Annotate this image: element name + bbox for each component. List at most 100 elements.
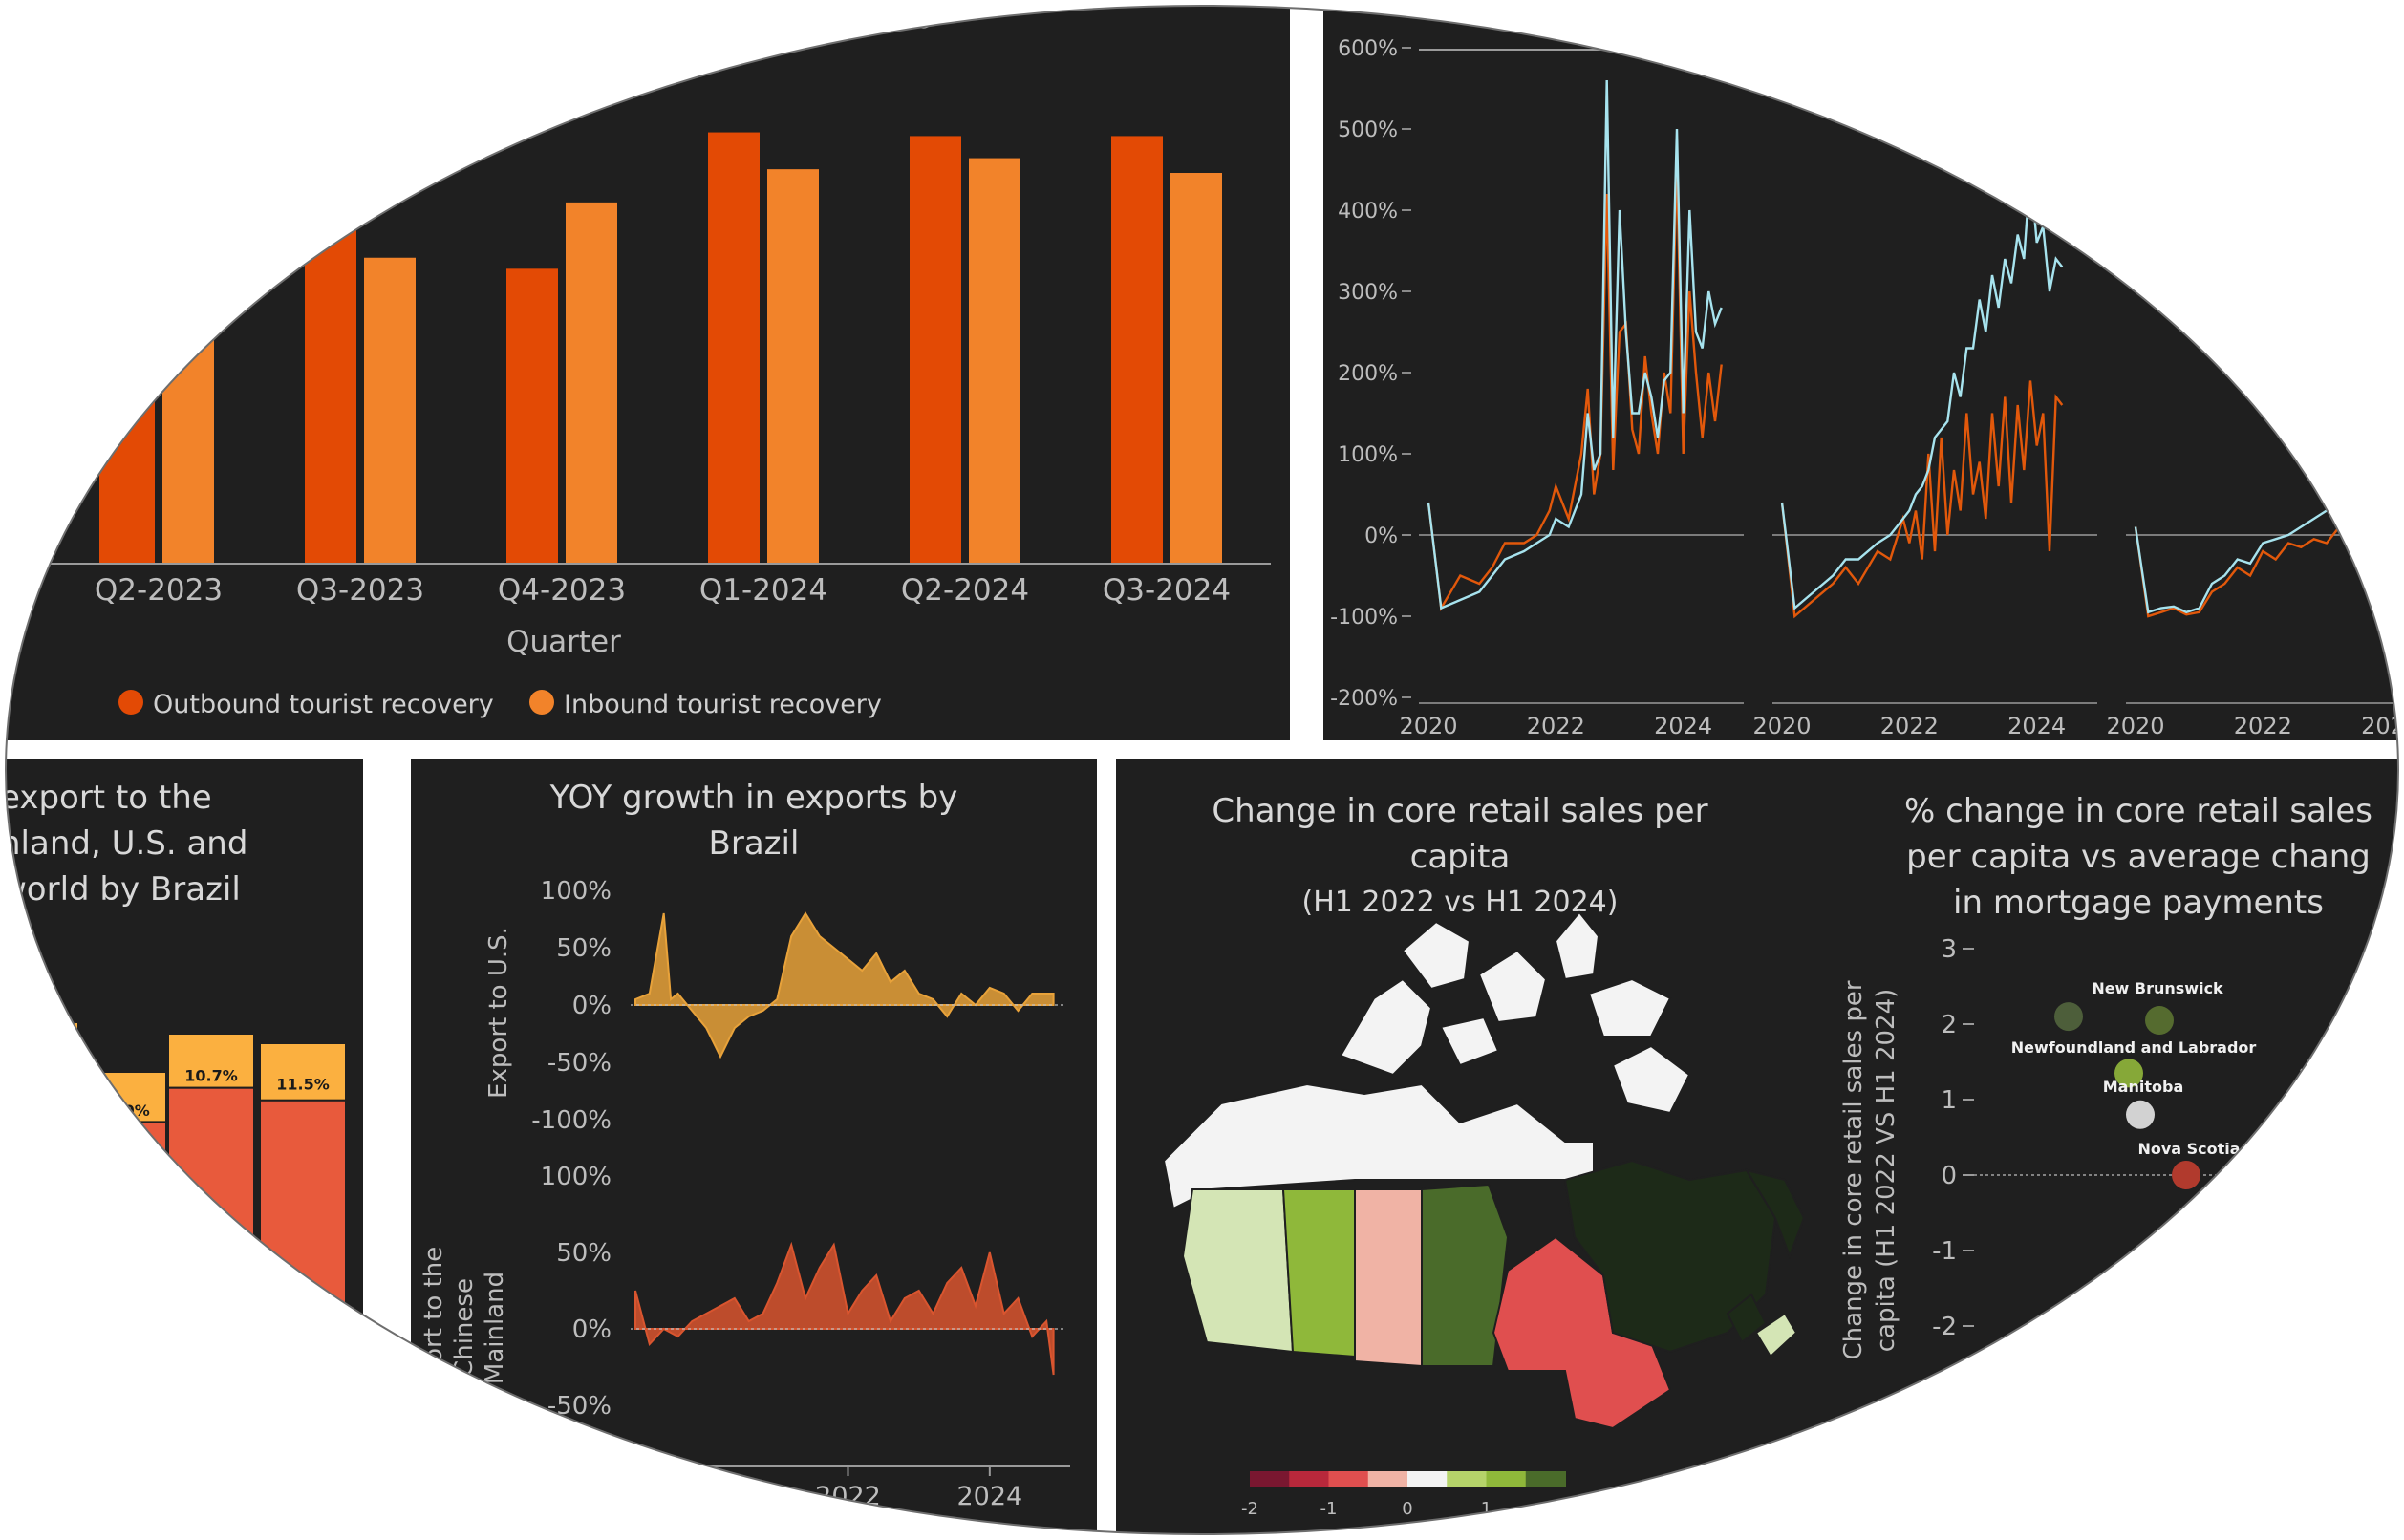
scatter-chart: 3 2 1 0 -1 -2 -3 20 New Brunswick Newfoundland an… [1839, 935, 2404, 1465]
scatter-point [2126, 1100, 2155, 1129]
region-saskatchewan [1354, 1188, 1423, 1368]
x-axis-title: Quarter [506, 625, 621, 659]
stacked-segment [0, 1021, 79, 1230]
y-tick-label: 300% [1338, 281, 1398, 305]
colorbar-segment [1367, 1471, 1408, 1487]
y-axis-title-china: Export to theChineseMainland [419, 1247, 509, 1409]
colorbar-segment [1486, 1471, 1527, 1487]
arctic-island-region [1401, 920, 1471, 991]
stacked-segment [167, 1086, 255, 1540]
region-british-columbia [1181, 1188, 1295, 1354]
line-series-orange [1780, 380, 2064, 619]
remittance-panel: 600% 500% 400% 300% 200% 100% 0% -100% -200% Qata… [1323, 0, 2404, 740]
colorbar-segment [1407, 1471, 1449, 1487]
bar-inbound-Q2-2023 [162, 302, 214, 564]
y-tick-label: -1 [1932, 1237, 1957, 1266]
y-tick-label: -2 [1932, 1313, 1957, 1341]
colorbar-tick-label: 0 [1402, 1499, 1412, 1519]
y-tick-label: -200% [1330, 687, 1398, 711]
y-tick-label: 500% [1338, 118, 1398, 142]
scatter-point-label: Newfoundland and Labrador [2011, 1038, 2257, 1057]
y-axis-title-us: Export to U.S. [484, 927, 513, 1099]
stacked-data-label: 28.4% [276, 1314, 330, 1332]
y-tick-label: 100% [541, 877, 612, 906]
bar-inbound-Q2-2024 [969, 158, 1020, 565]
x-tick-label: 2024 [2007, 713, 2066, 739]
arctic-island-region [1477, 949, 1548, 1024]
x-tick-label: 2020 [1399, 713, 1457, 739]
bar-outbound-Q4-2023 [506, 268, 558, 564]
y-tick-label: -50% [547, 1049, 612, 1078]
y-tick-label: 1 [1941, 1086, 1957, 1115]
stacked-data-label: 11.5% [276, 1076, 330, 1094]
y-axis-title-line: Mainland [481, 1272, 509, 1384]
y-tick-label: -100% [531, 1106, 612, 1135]
stacked-data-label: 10.7% [184, 1066, 238, 1084]
stacked-panel: export to the nland, U.S. and world by B… [0, 759, 363, 1540]
legend-inbound-label: Inbound tourist recovery [564, 690, 882, 719]
y-tick-label: 400% [1338, 200, 1398, 224]
arctic-island-region [1611, 1044, 1691, 1115]
china-area [634, 1241, 1055, 1376]
region-alberta [1281, 1188, 1356, 1358]
y-tick-label: -100% [1330, 606, 1398, 630]
x-tick-label: 2024 [1654, 713, 1712, 739]
arctic-island-region [1587, 977, 1672, 1037]
x-tick-label: 20 [2019, 1438, 2049, 1465]
stacked-segment [0, 1228, 79, 1540]
colorbar-segment [1328, 1471, 1369, 1487]
x-tick-label: Q3-2023 [296, 573, 424, 608]
x-tick-label: 2024 [956, 1482, 1022, 1511]
y-tick-label: 200% [1338, 362, 1398, 386]
line-series-cyan [2134, 489, 2366, 614]
colorbar-tick-label: 2 [1559, 1499, 1570, 1519]
y-tick-label: 50% [556, 1239, 612, 1268]
x-tick-label: 2020 [674, 1482, 740, 1511]
colorbar-tick-label: -1 [1320, 1499, 1338, 1519]
line-series-orange [2134, 524, 2366, 618]
bar-outbound-Q2-2024 [910, 136, 961, 564]
arctic-island-region [1339, 977, 1433, 1077]
y-axis-title-line: Export to the [419, 1247, 448, 1409]
scatter-point-label: Manitoba [2103, 1078, 2183, 1096]
stacked-segment [79, 1121, 167, 1540]
y-tick-label: 0% [572, 1315, 612, 1344]
y-axis-title: Change in core retail sales per capita (H… [1839, 980, 1900, 1359]
x-tick-label: 2020 [2106, 713, 2164, 739]
line-series-cyan [1427, 79, 1723, 610]
legend-outbound-swatch [118, 690, 143, 715]
x-tick-label: Q2-2023 [95, 573, 223, 608]
x-tick-label: Q2-2024 [901, 573, 1029, 608]
y-tick-label: 0 [1941, 1162, 1957, 1190]
y-tick-label: -3 [1932, 1388, 1957, 1417]
colorbar-segment [1447, 1471, 1488, 1487]
bar-outbound-Q3-2024 [1111, 136, 1163, 564]
bar-outbound-Q1-2024 [708, 132, 760, 564]
bar-outbound-Q1-2023 [99, 304, 153, 564]
facet-label: Qatar [1552, 16, 1612, 40]
y-tick-label: 0% [572, 992, 612, 1020]
bar-inbound-Q3-2024 [1170, 173, 1222, 564]
colorbar-segment [1525, 1471, 1566, 1487]
source-note: SOURCE: HAVER, MASTERCARD ECONOMICS INST… [586, 1522, 982, 1539]
scatter-point-label: Nova Scotia [2137, 1140, 2240, 1158]
y-tick-label: 100% [541, 1163, 612, 1191]
scatter-point [2145, 1006, 2174, 1036]
stacked-data-label: % [214, 1309, 229, 1327]
x-tick-label: 2022 [1527, 713, 1585, 739]
canada-map: -2 -1 0 1 2 [1162, 910, 1804, 1519]
x-tick-label: 2024 [2361, 713, 2404, 739]
y-tick-label: 0% [1364, 524, 1398, 548]
us-area [634, 911, 1055, 1059]
remittance-line-chart: 600% 500% 400% 300% 200% 100% 0% -100% -200% Qata… [1330, 16, 2404, 739]
scatter-point [2054, 1002, 2083, 1032]
y-axis-title-line: capita (H1 2022 VS H1 2024) [1872, 989, 1900, 1353]
bar-inbound-Q1-2024 [767, 169, 819, 564]
tourist-bar-chart: 3Q2-2023Q3-2023Q4-2023Q1-2024Q2-2024Q3-2… [0, 132, 1271, 719]
line-series-orange [1427, 160, 1723, 612]
map-panel: Change in core retail sales per capita (… [1116, 759, 1804, 1540]
scatter-point-label: New Brunswick [2092, 979, 2223, 997]
brazil-area-chart: 100% 50% 0% -50% -100% 100% 50% 0% -50% Export to… [419, 877, 1070, 1539]
brazil-panel: YOY growth in exports by Brazil 100% 50% 0… [411, 759, 1097, 1540]
